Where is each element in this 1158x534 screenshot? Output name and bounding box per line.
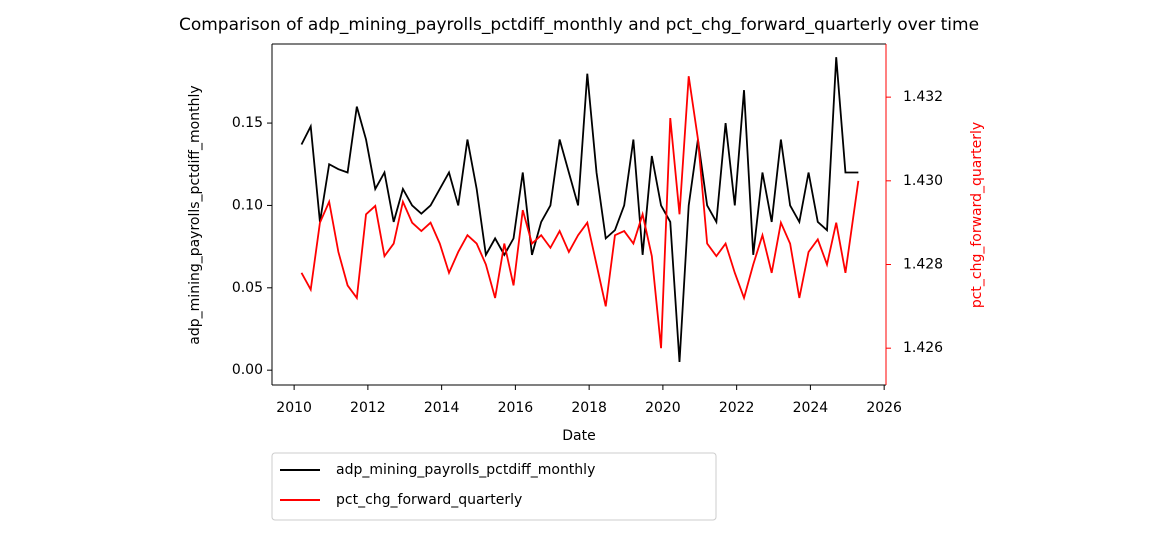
y2-tick-label: 1.430: [903, 173, 943, 189]
y-tick-label: 0.00: [232, 362, 263, 378]
x-tick-label: 2020: [645, 400, 681, 416]
legend-label: adp_mining_payrolls_pctdiff_monthly: [336, 462, 595, 478]
x-tick-label: 2010: [276, 400, 312, 416]
series-line: [300, 76, 860, 349]
y-tick-label: 0.15: [232, 115, 263, 131]
chart-title: Comparison of adp_mining_payrolls_pctdif…: [179, 15, 979, 35]
y2-axis-label: pct_chg_forward_quarterly: [969, 122, 985, 308]
x-tick-label: 2022: [719, 400, 755, 416]
x-axis-label: Date: [562, 428, 595, 444]
x-tick-label: 2026: [866, 400, 902, 416]
x-tick-label: 2024: [793, 400, 829, 416]
x-tick-label: 2018: [571, 400, 607, 416]
series-line: [300, 57, 859, 362]
x-tick-label: 2012: [350, 400, 386, 416]
legend-label: pct_chg_forward_quarterly: [336, 492, 522, 508]
y2-tick-label: 1.432: [903, 89, 943, 105]
y-tick-label: 0.05: [232, 280, 263, 296]
legend-box: [271, 452, 717, 521]
x-tick-label: 2016: [498, 400, 534, 416]
x-tick-label: 2014: [424, 400, 460, 416]
y-axis-label: adp_mining_payrolls_pctdiff_monthly: [187, 85, 203, 344]
y2-tick-label: 1.428: [903, 256, 943, 272]
y-tick-label: 0.10: [232, 197, 263, 213]
y2-tick-label: 1.426: [903, 340, 943, 356]
